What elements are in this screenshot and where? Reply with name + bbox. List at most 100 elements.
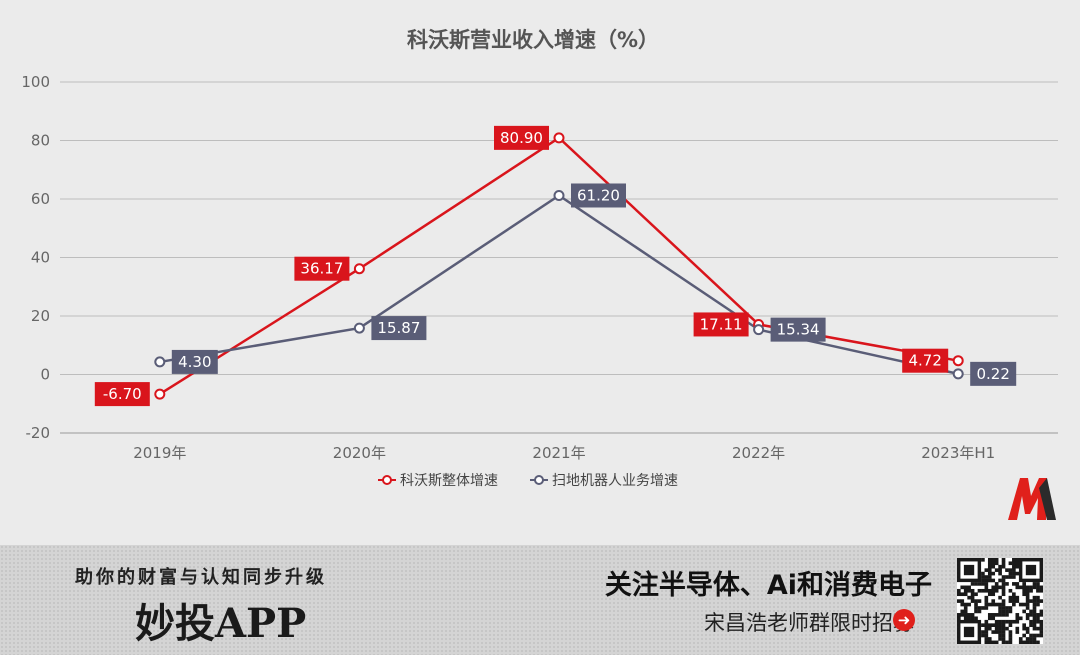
qr-module bbox=[998, 633, 1002, 638]
qr-module bbox=[1022, 633, 1026, 638]
qr-module bbox=[1015, 582, 1020, 586]
qr-module bbox=[991, 602, 996, 607]
qr-module bbox=[1005, 626, 1009, 631]
qr-module bbox=[987, 564, 992, 569]
data-point bbox=[553, 132, 565, 144]
qr-module bbox=[1018, 637, 1023, 641]
qr-module bbox=[1032, 613, 1037, 617]
qr-module bbox=[1001, 564, 1006, 569]
qr-module bbox=[1039, 588, 1043, 593]
qr-module bbox=[987, 640, 992, 644]
qr-module bbox=[1001, 585, 1006, 590]
y-tick-label: -20 bbox=[26, 424, 51, 442]
qr-module bbox=[970, 613, 975, 617]
qr-module bbox=[1012, 568, 1016, 572]
data-label-text: 4.30 bbox=[178, 353, 211, 371]
qr-module bbox=[1005, 568, 1009, 572]
x-tick-label: 2021年 bbox=[532, 444, 585, 462]
qr-module bbox=[994, 602, 999, 607]
qr-module bbox=[1032, 633, 1037, 638]
qr-module bbox=[1015, 558, 1020, 562]
data-label-text: 15.34 bbox=[777, 321, 820, 339]
qr-module bbox=[987, 588, 992, 593]
qr-module bbox=[984, 578, 989, 583]
qr-module bbox=[1025, 637, 1030, 641]
qr-module bbox=[1029, 609, 1033, 614]
qr-module bbox=[984, 568, 989, 572]
qr-module bbox=[970, 599, 975, 603]
qr-module bbox=[977, 599, 982, 603]
data-point bbox=[154, 388, 166, 400]
qr-code-icon[interactable] bbox=[957, 558, 1043, 644]
qr-module bbox=[1008, 575, 1013, 579]
data-point bbox=[353, 322, 365, 334]
qr-module bbox=[1025, 585, 1030, 590]
qr-module bbox=[1001, 606, 1006, 610]
qr-module bbox=[984, 626, 989, 631]
qr-module bbox=[981, 575, 985, 579]
qr-module bbox=[987, 623, 992, 627]
qr-module bbox=[1015, 599, 1020, 603]
qr-module bbox=[1005, 582, 1009, 586]
qr-module bbox=[1005, 613, 1009, 617]
qr-module bbox=[998, 602, 1002, 607]
qr-module bbox=[991, 585, 996, 590]
qr-module bbox=[963, 609, 968, 614]
arrow-right-icon[interactable]: ➜ bbox=[893, 609, 915, 631]
qr-module bbox=[1015, 630, 1020, 634]
qr-module bbox=[998, 637, 1002, 641]
data-label-box bbox=[693, 312, 749, 337]
qr-module bbox=[994, 585, 999, 590]
qr-module bbox=[1039, 623, 1043, 627]
qr-module bbox=[1012, 592, 1016, 597]
qr-module bbox=[1039, 633, 1043, 638]
qr-module bbox=[1001, 592, 1006, 597]
qr-module bbox=[1008, 609, 1013, 614]
qr-module bbox=[998, 609, 1002, 614]
qr-module bbox=[963, 588, 968, 593]
qr-module bbox=[1036, 582, 1040, 586]
qr-module bbox=[1025, 630, 1030, 634]
qr-module bbox=[1039, 599, 1043, 603]
qr-module bbox=[1001, 640, 1006, 644]
data-point bbox=[553, 189, 565, 201]
qr-module bbox=[977, 606, 982, 610]
qr-module bbox=[1029, 588, 1033, 593]
qr-module bbox=[1001, 558, 1006, 562]
qr-module bbox=[1022, 592, 1026, 597]
qr-module bbox=[1015, 616, 1020, 621]
qr-module bbox=[960, 613, 965, 617]
legend-marker-icon bbox=[534, 475, 544, 485]
qr-module bbox=[1032, 582, 1037, 586]
qr-module bbox=[1036, 619, 1040, 624]
qr-module bbox=[1018, 640, 1023, 644]
qr-module bbox=[1029, 619, 1033, 624]
x-tick-label: 2022年 bbox=[732, 444, 785, 462]
qr-module bbox=[1032, 640, 1037, 644]
qr-module bbox=[1015, 595, 1020, 600]
data-label-box bbox=[171, 349, 218, 374]
qr-module bbox=[1039, 585, 1043, 590]
qr-module bbox=[1008, 568, 1013, 572]
qr-module bbox=[957, 616, 961, 621]
y-tick-label: 60 bbox=[31, 190, 50, 208]
qr-module bbox=[1015, 619, 1020, 624]
qr-module bbox=[998, 578, 1002, 583]
qr-module bbox=[1008, 588, 1013, 593]
legend-item[interactable]: 科沃斯整体增速 bbox=[378, 473, 498, 489]
legend: 科沃斯整体增速 扫地机器人业务增速 bbox=[378, 473, 678, 489]
qr-module bbox=[994, 630, 999, 634]
qr-module bbox=[974, 582, 978, 586]
qr-module bbox=[1001, 575, 1006, 579]
qr-module bbox=[967, 602, 971, 607]
qr-module bbox=[994, 623, 999, 627]
qr-module bbox=[960, 592, 965, 597]
data-label-text: 4.72 bbox=[908, 352, 941, 370]
data-point bbox=[952, 368, 964, 380]
qr-module bbox=[1022, 602, 1026, 607]
qr-module bbox=[991, 564, 996, 569]
qr-module bbox=[963, 616, 968, 621]
qr-module bbox=[1012, 571, 1016, 576]
legend-item[interactable]: 扫地机器人业务增速 bbox=[530, 473, 678, 489]
qr-finder bbox=[1025, 564, 1037, 576]
